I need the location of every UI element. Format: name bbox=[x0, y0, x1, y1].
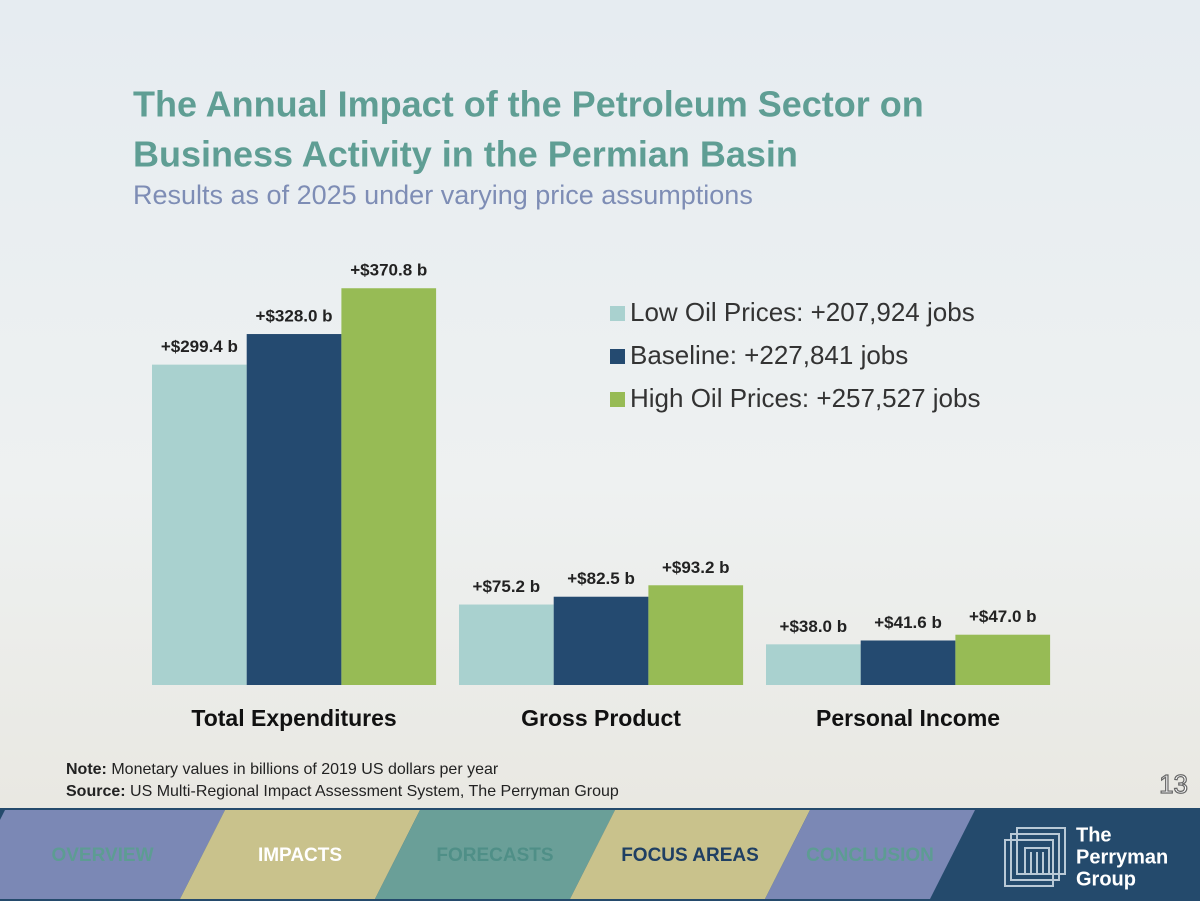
legend-swatch bbox=[610, 392, 625, 407]
data-label: +$82.5 b bbox=[567, 569, 635, 588]
logo-text: Group bbox=[1076, 868, 1136, 890]
nav-label[interactable]: FORECASTS bbox=[436, 845, 553, 866]
bar bbox=[246, 334, 342, 685]
bar bbox=[553, 596, 649, 685]
legend-swatch bbox=[610, 306, 625, 321]
category-label: Gross Product bbox=[521, 705, 681, 731]
nav-tab[interactable] bbox=[180, 810, 420, 899]
nav-label[interactable]: CONCLUSION bbox=[806, 845, 934, 866]
legend-swatch bbox=[610, 349, 625, 364]
note-label: Note: bbox=[66, 761, 107, 778]
data-label: +$328.0 b bbox=[256, 307, 333, 326]
data-label: +$93.2 b bbox=[662, 558, 730, 577]
bar bbox=[860, 640, 956, 685]
legend-label: Low Oil Prices: +207,924 jobs bbox=[630, 297, 975, 327]
legend-label: High Oil Prices: +257,527 jobs bbox=[630, 383, 980, 413]
source-text: US Multi-Regional Impact Assessment Syst… bbox=[130, 783, 619, 800]
data-label: +$370.8 b bbox=[350, 261, 427, 280]
bar bbox=[955, 634, 1051, 685]
category-label: Total Expenditures bbox=[191, 705, 396, 731]
logo-text: The bbox=[1076, 824, 1112, 846]
data-label: +$38.0 b bbox=[780, 617, 848, 636]
data-label: +$299.4 b bbox=[161, 337, 238, 356]
data-label: +$75.2 b bbox=[473, 577, 541, 596]
bar bbox=[152, 364, 247, 685]
nav-tab[interactable] bbox=[765, 810, 975, 899]
nav-tab[interactable] bbox=[570, 810, 810, 899]
bar bbox=[648, 585, 744, 685]
logo-text: Perryman bbox=[1076, 846, 1168, 868]
nav-tab[interactable] bbox=[0, 810, 225, 899]
nav-label[interactable]: IMPACTS bbox=[258, 845, 342, 866]
nav-label[interactable]: FOCUS AREAS bbox=[621, 845, 759, 866]
nav-tab[interactable] bbox=[375, 810, 615, 899]
subtitle: Results as of 2025 under varying price a… bbox=[133, 180, 753, 210]
note: Note: Monetary values in billions of 201… bbox=[66, 761, 499, 778]
page-number: 13 bbox=[1159, 769, 1188, 799]
note-text: Monetary values in billions of 2019 US d… bbox=[111, 761, 499, 778]
data-label: +$41.6 b bbox=[874, 613, 942, 632]
title-line: Business Activity in the Permian Basin bbox=[133, 134, 798, 175]
bar bbox=[459, 604, 554, 685]
bar bbox=[766, 644, 861, 685]
title-line: The Annual Impact of the Petroleum Secto… bbox=[133, 84, 924, 125]
source-label: Source: bbox=[66, 783, 126, 800]
source: Source: US Multi-Regional Impact Assessm… bbox=[66, 783, 619, 800]
logo-icon bbox=[1004, 827, 1066, 887]
category-label: Personal Income bbox=[816, 705, 1000, 731]
nav-label[interactable]: OVERVIEW bbox=[51, 845, 153, 866]
bar bbox=[341, 288, 437, 685]
data-label: +$47.0 b bbox=[969, 607, 1037, 626]
legend-label: Baseline: +227,841 jobs bbox=[630, 340, 908, 370]
